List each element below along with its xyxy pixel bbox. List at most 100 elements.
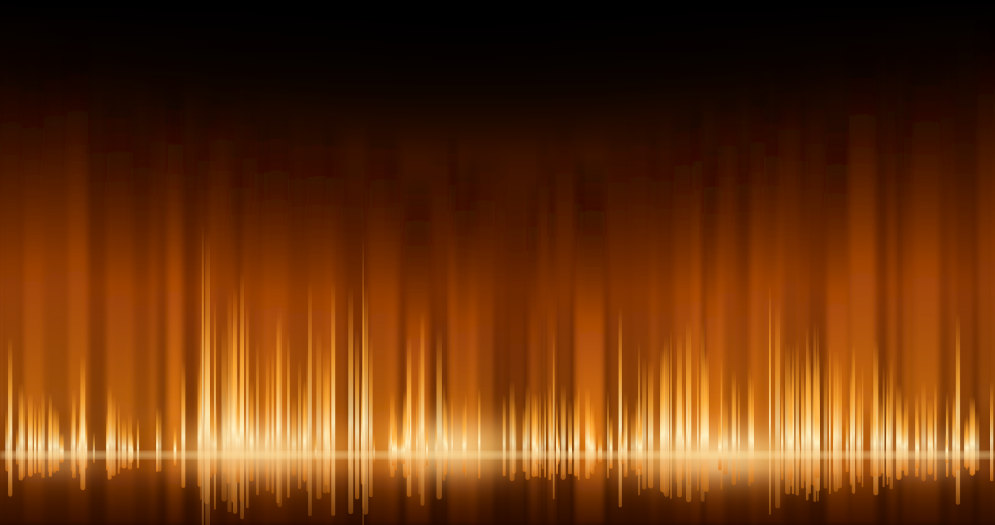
waveform-spike — [462, 403, 466, 473]
waveform-spike — [590, 418, 596, 468]
top-shadow — [0, 0, 995, 260]
waveform-spike — [975, 410, 980, 471]
waveform-spike — [856, 392, 862, 477]
waveform-spike — [408, 396, 410, 476]
curtain-streak — [365, 129, 373, 525]
waveform-spike — [525, 384, 530, 480]
waveform-spike — [638, 414, 642, 470]
curtain-streak — [448, 125, 457, 525]
waveform-spike — [823, 359, 828, 489]
waveform-spike — [538, 390, 541, 478]
curtain-streak — [574, 146, 584, 525]
waveform-spike — [373, 433, 376, 463]
waveform-spike — [181, 361, 186, 488]
waveform-spike — [33, 402, 37, 474]
waveform-spike — [969, 395, 975, 476]
waveform-spike — [416, 390, 418, 478]
waveform-spike — [861, 363, 864, 488]
waveform-spike — [802, 383, 805, 480]
waveform-spike — [451, 395, 453, 476]
waveform-spike — [117, 401, 120, 474]
waveform-spike — [732, 380, 735, 481]
waveform-spike — [562, 396, 565, 476]
waveform-spike — [609, 415, 613, 469]
bottom-shadow — [0, 470, 995, 525]
waveform-spike — [314, 434, 317, 463]
waveform-spike — [877, 393, 882, 477]
waveform-spike — [71, 388, 76, 479]
waveform-spike — [396, 433, 402, 463]
waveform-spike — [688, 368, 690, 486]
curtain-streak — [538, 127, 551, 525]
waveform-spike — [302, 380, 307, 481]
waveform-spike — [212, 399, 217, 475]
waveform-spike — [896, 384, 902, 480]
waveform-spike — [667, 354, 670, 491]
curtain-streak — [692, 96, 703, 525]
waveform-spike — [623, 391, 628, 478]
waveform-spike — [5, 408, 10, 472]
waveform-spike — [388, 415, 391, 469]
waveform-spike — [607, 388, 609, 479]
waveform-spike — [434, 418, 438, 468]
waveform-spike — [157, 407, 162, 472]
waveform-spike — [804, 379, 808, 482]
curtain-streak — [497, 153, 506, 525]
waveform-spikes — [0, 223, 995, 525]
waveform-spike — [201, 223, 204, 525]
waveform-spike — [814, 388, 820, 479]
waveform-spike — [60, 432, 65, 463]
waveform-spike — [952, 396, 955, 476]
waveform-spike — [478, 387, 481, 479]
waveform-spike — [92, 431, 95, 464]
waveform-spike — [173, 424, 177, 466]
waveform-spike — [47, 406, 51, 473]
waveform-spike — [598, 433, 603, 463]
waveform-spike — [568, 430, 572, 464]
waveform-spike — [401, 428, 406, 465]
waveform-spike — [630, 411, 636, 471]
waveform-spike — [573, 397, 576, 475]
curtain-streak — [797, 96, 809, 525]
curtain-streak — [992, 12, 995, 525]
waveform-spike — [642, 356, 647, 490]
waveform-spike — [915, 416, 920, 469]
waveform-spike — [541, 413, 544, 470]
waveform-spike — [291, 395, 297, 476]
waveform-spike — [535, 428, 539, 465]
waveform-spike — [550, 400, 554, 474]
waveform-spike — [249, 379, 254, 482]
waveform-spike — [990, 380, 994, 482]
waveform-spike — [205, 231, 210, 525]
waveform-centerline — [0, 452, 995, 458]
curtain-streak — [548, 157, 556, 525]
waveform-spike — [80, 354, 86, 491]
waveform-spike — [121, 416, 127, 469]
waveform-spike — [15, 427, 20, 465]
waveform-spike — [264, 390, 267, 478]
waveform-spike — [28, 392, 33, 477]
waveform-spike — [556, 400, 558, 475]
waveform-spike — [718, 411, 722, 471]
waveform-spike — [298, 358, 302, 489]
waveform-spike — [964, 417, 970, 469]
waveform-spike — [845, 405, 849, 473]
waveform-spike — [927, 398, 933, 475]
waveform-spike — [531, 392, 537, 477]
curtain-streak — [887, 38, 896, 525]
waveform-spike — [577, 382, 580, 481]
waveform-spike — [781, 384, 784, 480]
waveform-spike — [426, 424, 429, 466]
waveform-spike — [502, 394, 506, 477]
waveform-spike — [870, 392, 875, 477]
waveform-spike — [111, 395, 116, 476]
curtain-streak — [903, 68, 915, 525]
waveform-spike — [945, 431, 948, 464]
waveform-spike — [392, 423, 397, 466]
waveform-spike — [790, 390, 793, 478]
waveform-spike — [127, 413, 133, 470]
waveform-spike — [738, 380, 740, 481]
waveform-spike — [106, 411, 109, 471]
waveform-spike — [442, 381, 446, 481]
